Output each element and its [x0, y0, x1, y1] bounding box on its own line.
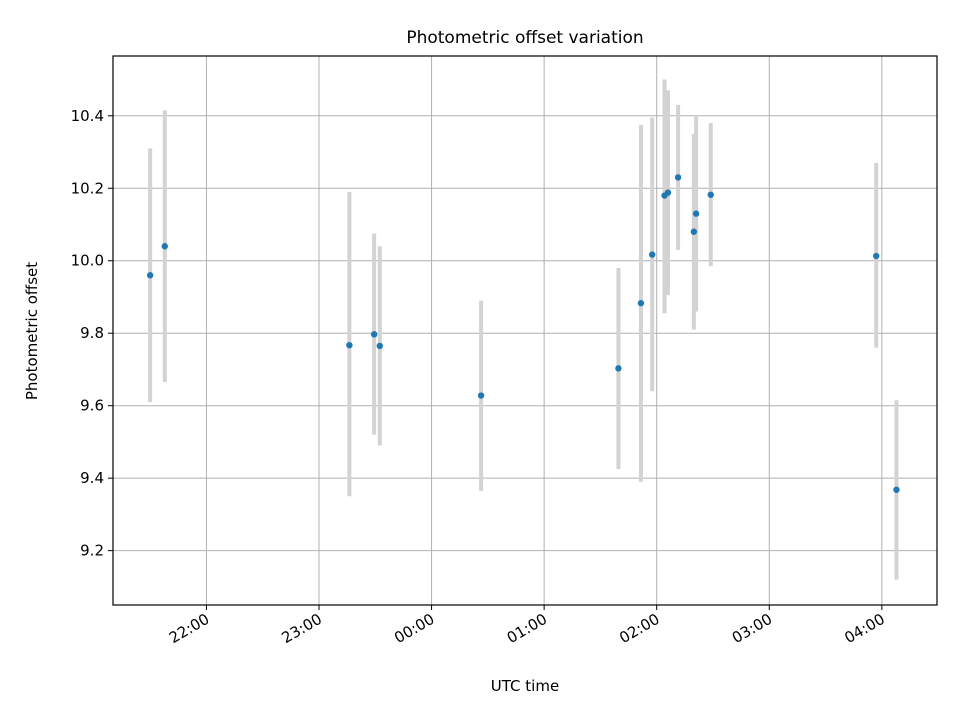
y-tick-label: 10.2 [71, 179, 104, 197]
data-point [477, 392, 485, 399]
y-tick-label: 9.6 [80, 397, 104, 415]
y-tick-label: 9.4 [80, 469, 104, 487]
y-tick-label: 10.4 [71, 107, 104, 125]
data-point [146, 272, 154, 279]
y-axis-ticks: 9.2 9.4 9.6 9.8 10.0 10.2 10.4 [71, 107, 113, 560]
data-point [692, 210, 700, 217]
y-tick-label: 9.8 [80, 324, 104, 342]
data-point [161, 243, 168, 250]
y-tick-label: 9.2 [80, 542, 104, 560]
data-point [707, 191, 714, 198]
data-point [873, 252, 880, 260]
data-point [664, 189, 672, 196]
y-tick-label: 10.0 [71, 252, 104, 270]
data-point [346, 341, 353, 349]
chart-title: Photometric offset variation [406, 28, 643, 48]
x-axis-label: UTC time [491, 677, 559, 695]
plot-frame [112, 55, 938, 606]
data-point [674, 174, 682, 181]
data-point [370, 331, 378, 338]
gridlines [113, 56, 937, 605]
data-point [376, 342, 383, 350]
data-points [146, 174, 900, 493]
data-point [893, 486, 900, 493]
data-point [649, 251, 656, 258]
data-point [637, 299, 645, 307]
data-point [690, 228, 698, 235]
y-axis-label: Photometric offset [23, 262, 41, 400]
data-point [615, 365, 622, 372]
